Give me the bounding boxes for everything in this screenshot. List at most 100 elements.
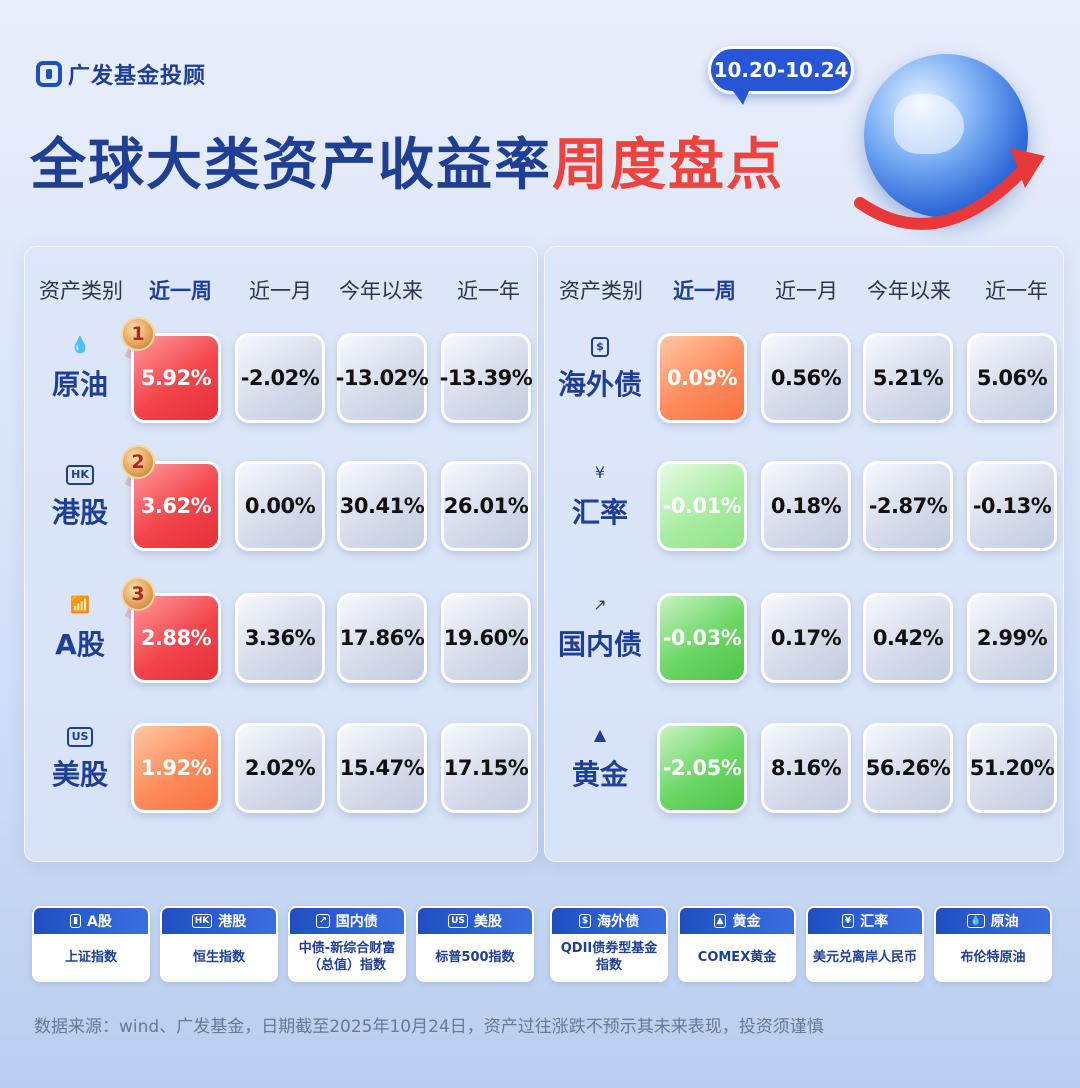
header-month: 近一月 xyxy=(249,279,312,303)
cell-month: 3.36% xyxy=(235,593,325,683)
asset-name: A股 xyxy=(55,628,105,661)
header-year: 近一年 xyxy=(457,279,520,303)
cell-ytd: 0.42% xyxy=(863,593,953,683)
cell-ytd: 17.86% xyxy=(337,593,427,683)
globe-icon xyxy=(864,54,1028,218)
cell-year: 26.01% xyxy=(441,461,531,551)
legend-title: 💧 原油 xyxy=(936,908,1050,934)
drop-icon: 💧 xyxy=(70,335,90,354)
asset-name: 汇率 xyxy=(571,496,628,529)
legend-card: ▲ 黄金 COMEX黄金 xyxy=(678,906,796,982)
legend-description: 标普500指数 xyxy=(435,949,515,965)
legend-card: HK 港股 恒生指数 xyxy=(160,906,278,982)
cell-week: 0.09% xyxy=(657,333,747,423)
asset-label: ▲ 黄金 xyxy=(555,725,645,793)
cell-week: -0.01% xyxy=(657,461,747,551)
legend-card: ↗ 国内债 中债-新综合财富（总值）指数 xyxy=(288,906,406,982)
footer-disclaimer: 数据来源：wind、广发基金，日期截至2025年10月24日，资产过往涨跌不预示… xyxy=(34,1017,824,1037)
legend-description: COMEX黄金 xyxy=(697,949,777,965)
legend-name: 国内债 xyxy=(335,914,378,930)
legend-name: 港股 xyxy=(218,914,247,930)
header-week: 近一周 xyxy=(673,279,736,303)
legend-title: ¥ 汇率 xyxy=(808,908,922,934)
cell-year: 17.15% xyxy=(441,723,531,813)
page-title: 全球大类资产收益率周度盘点 xyxy=(30,120,784,201)
legend-description: 布伦特原油 xyxy=(960,949,1026,965)
gold-bar-icon: ▲ xyxy=(593,725,607,744)
asset-name: 原油 xyxy=(51,368,108,401)
legend-title: $ 海外债 xyxy=(552,908,666,934)
brand-name: 广发基金投顾 xyxy=(68,64,207,89)
asset-name: 国内债 xyxy=(557,628,642,661)
cell-week: 1.92% xyxy=(131,723,221,813)
header-year: 近一年 xyxy=(985,279,1048,303)
cell-year: -0.13% xyxy=(967,461,1057,551)
legend-card: US 美股标普500指数 xyxy=(416,906,534,982)
cell-year: 5.06% xyxy=(967,333,1057,423)
legend-icon: $ xyxy=(578,914,592,928)
header-asset: 资产类别 xyxy=(39,279,123,303)
legend-name: 海外债 xyxy=(597,914,640,930)
cell-year: 51.20% xyxy=(967,723,1057,813)
asset-label: US 美股 xyxy=(35,725,125,793)
legend-icon: ▲ xyxy=(713,914,727,928)
header-month: 近一月 xyxy=(775,279,838,303)
yuan-icon: ¥ xyxy=(594,463,606,482)
legend-name: 黄金 xyxy=(732,914,761,930)
asset-label: 📶 A股 xyxy=(35,595,125,663)
dollar-bond-icon: $ xyxy=(555,335,645,361)
asset-label: ↗ 国内债 xyxy=(555,595,645,663)
cell-month: 0.18% xyxy=(761,461,851,551)
cell-ytd: 30.41% xyxy=(337,461,427,551)
legend-description: 美元兑离岸人民币 xyxy=(812,949,917,965)
cell-ytd: 5.21% xyxy=(863,333,953,423)
brand: 广发基金投顾 xyxy=(36,58,206,90)
asset-label: HK 港股 xyxy=(35,463,125,531)
cell-month: -2.02% xyxy=(235,333,325,423)
rank-medal-icon: 3 xyxy=(121,577,155,611)
asset-label: $ 海外债 xyxy=(555,335,645,403)
legend-description: QDII债券型基金指数 xyxy=(560,941,658,973)
title-highlight: 周度盘点 xyxy=(552,133,784,198)
legend-icon: ▮ xyxy=(70,914,82,928)
legend-title: ▲ 黄金 xyxy=(680,908,794,934)
trend-icon: ↗ xyxy=(593,595,607,614)
legend-card: ▮ A股上证指数 xyxy=(32,906,150,982)
legend-description: 上证指数 xyxy=(64,949,117,965)
panel-left: 资产类别 近一周 近一月 今年以来 近一年 💧 原油 5.92% -2.02% -13.… xyxy=(24,246,538,862)
legend-title: HK 港股 xyxy=(162,908,276,934)
cell-week: 5.92% xyxy=(131,333,221,423)
header-ytd: 今年以来 xyxy=(867,279,951,303)
date-range-badge: 10.20-10.24 xyxy=(708,46,854,105)
cell-year: -13.39% xyxy=(440,333,533,423)
legend-icon: ¥ xyxy=(841,914,855,928)
legend-title: ▮ A股 xyxy=(34,908,148,934)
legend-description: 中债-新综合财富（总值）指数 xyxy=(298,941,396,973)
legend-name: 原油 xyxy=(990,914,1019,930)
cell-year: 19.60% xyxy=(441,593,531,683)
legend-icon: US xyxy=(448,914,468,928)
header-ytd: 今年以来 xyxy=(339,279,423,303)
cell-month: 0.56% xyxy=(761,333,851,423)
asset-label: ¥ 汇率 xyxy=(555,463,645,531)
title-main: 全球大类资产收益率 xyxy=(30,133,552,198)
rising-arrow-icon xyxy=(854,148,1045,230)
asset-name: 港股 xyxy=(51,496,108,529)
cell-ytd: 56.26% xyxy=(863,723,953,813)
cell-month: 0.17% xyxy=(761,593,851,683)
asset-name: 美股 xyxy=(51,758,108,791)
header-week: 近一周 xyxy=(149,279,212,303)
asset-name: 海外债 xyxy=(557,368,642,401)
legend-title: US 美股 xyxy=(418,908,532,934)
legend-icon: HK xyxy=(191,914,213,928)
us-icon: US xyxy=(35,725,125,751)
panel-right: 资产类别 近一周 近一月 今年以来 近一年 $ 海外债 0.09% 0.56% 5.21… xyxy=(544,246,1064,862)
asset-label: 💧 原油 xyxy=(35,335,125,403)
legend-icon: 💧 xyxy=(967,914,985,928)
brand-logo-icon xyxy=(36,61,62,87)
legend-card: $ 海外债 QDII债券型基金指数 xyxy=(550,906,668,982)
header-asset: 资产类别 xyxy=(559,279,643,303)
asset-name: 黄金 xyxy=(571,758,628,791)
rank-medal-icon: 2 xyxy=(121,445,155,479)
rank-medal-icon: 1 xyxy=(121,317,155,351)
